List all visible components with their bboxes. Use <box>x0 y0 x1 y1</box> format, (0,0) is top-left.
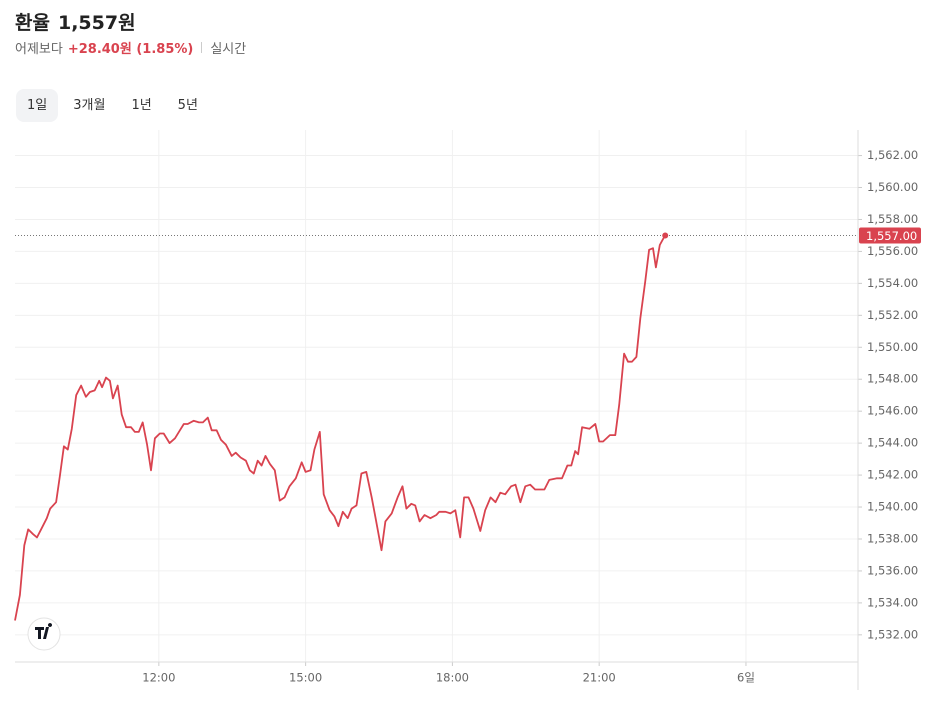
y-tick-label: 1,554.00 <box>867 276 918 290</box>
y-tick-label: 1,546.00 <box>867 404 918 418</box>
y-tick-label: 1,550.00 <box>867 340 918 354</box>
y-tick-label: 1,536.00 <box>867 563 918 577</box>
x-tick-label: 18:00 <box>436 671 469 685</box>
y-tick-label: 1,548.00 <box>867 372 918 386</box>
status: 실시간 <box>210 42 247 57</box>
compare-label: 어제보다 <box>15 42 63 57</box>
change-row: 어제보다 +28.40원 (1.85%) 실시간 <box>15 38 246 57</box>
tradingview-logo <box>27 617 61 651</box>
title: 환율 <box>15 12 50 34</box>
range-tab[interactable]: 1일 <box>16 89 59 122</box>
y-tick-label: 1,534.00 <box>867 595 918 609</box>
x-tick-label: 6일 <box>737 671 755 685</box>
y-tick-label: 1,532.00 <box>867 627 918 641</box>
y-tick-label: 1,558.00 <box>867 212 918 226</box>
separator <box>201 42 203 53</box>
range-tab[interactable]: 5년 <box>177 98 198 113</box>
change: +28.40원 (1.85%) <box>67 42 194 57</box>
last-point <box>662 232 669 239</box>
tabs: 1일 3개월 1년 5년 <box>16 89 209 122</box>
range-tab[interactable]: 1년 <box>131 98 152 113</box>
last-price-tag <box>859 227 921 244</box>
header: 환율 1,557원 <box>15 8 136 35</box>
x-tick-label: 12:00 <box>142 671 175 685</box>
y-tick-label: 1,540.00 <box>867 500 918 514</box>
price-line <box>14 234 666 621</box>
y-tick-label: 1,552.00 <box>867 308 918 322</box>
y-tick-label: 1,544.00 <box>867 436 918 450</box>
price: 1,557원 <box>57 12 136 34</box>
y-tick-label: 1,560.00 <box>867 180 918 194</box>
x-tick-label: 21:00 <box>583 671 616 685</box>
range-tab[interactable]: 3개월 <box>73 98 106 113</box>
last-price-label: 1,557.00 <box>866 229 917 243</box>
x-tick-label: 15:00 <box>289 671 322 685</box>
y-tick-label: 1,542.00 <box>867 468 918 482</box>
y-tick-label: 1,556.00 <box>867 244 918 258</box>
y-tick-label: 1,562.00 <box>867 148 918 162</box>
y-tick-label: 1,538.00 <box>867 531 918 545</box>
